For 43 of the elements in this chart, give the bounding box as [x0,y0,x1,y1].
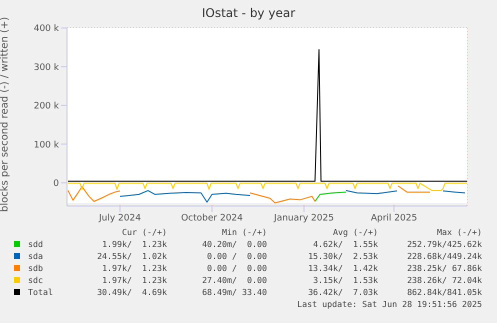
line-series [314,192,346,202]
text: 3.15k/ 1.53k [312,274,378,286]
text: Avg (-/+) [332,226,378,238]
text: Min (-/+) [221,226,267,238]
text: 1.97k/ 1.23k [101,274,167,286]
x-tick-label: January 2025 [273,213,334,224]
text: 4.62k/ 1.55k [312,238,378,250]
text: 1.99k/ 1.23k [101,238,167,250]
text: 27.40m/ 0.00 [201,274,267,286]
y-tick-label: 400 k [34,24,60,34]
text: 252.79k/425.62k [406,238,482,250]
y-tick-label: 0 [53,178,60,189]
y-axis-title: blocks per second read (-) / written (+) [0,16,11,212]
text: 68.49m/ 33.40 [201,286,267,298]
y-tick-label: 100 k [34,140,60,150]
text: 15.30k/ 2.53k [307,250,378,262]
x-tick-label: July 2024 [98,213,142,224]
text: Max (-/+) [436,226,482,238]
line-series [68,182,467,192]
y-tick-label: 200 k [34,102,60,112]
legend-label: sda [27,250,44,262]
text: 40.20m/ 0.00 [201,238,267,250]
x-tick-label: October 2024 [181,213,244,224]
text: Last update: Sat Jun 28 19:51:56 2025 [296,298,482,310]
text: 228.68k/449.24k [406,250,482,262]
legend-label: sdc [27,274,44,286]
text: 0.00 / 0.00 [206,250,267,262]
text: 862.84k/841.05k [406,286,482,298]
text: 24.55k/ 1.02k [96,250,167,262]
text: 36.42k/ 7.03k [307,286,378,298]
legend-label: sdb [27,262,44,274]
y-tick-label: 300 k [34,62,60,73]
text: 30.49k/ 4.69k [96,286,167,298]
text: 238.25k/ 67.86k [406,262,482,274]
text: 238.26k/ 72.04k [406,274,482,286]
chart-title: IOstat - by year [202,6,296,20]
legend-label: Total [27,286,54,298]
legend-label: sdd [27,238,44,250]
text: Cur (-/+) [121,226,167,238]
x-tick-label: April 2025 [370,213,418,224]
text: 1.97k/ 1.23k [101,262,167,274]
text: 13.34k/ 1.42k [307,262,378,274]
text: 0.00 / 0.00 [206,262,267,274]
